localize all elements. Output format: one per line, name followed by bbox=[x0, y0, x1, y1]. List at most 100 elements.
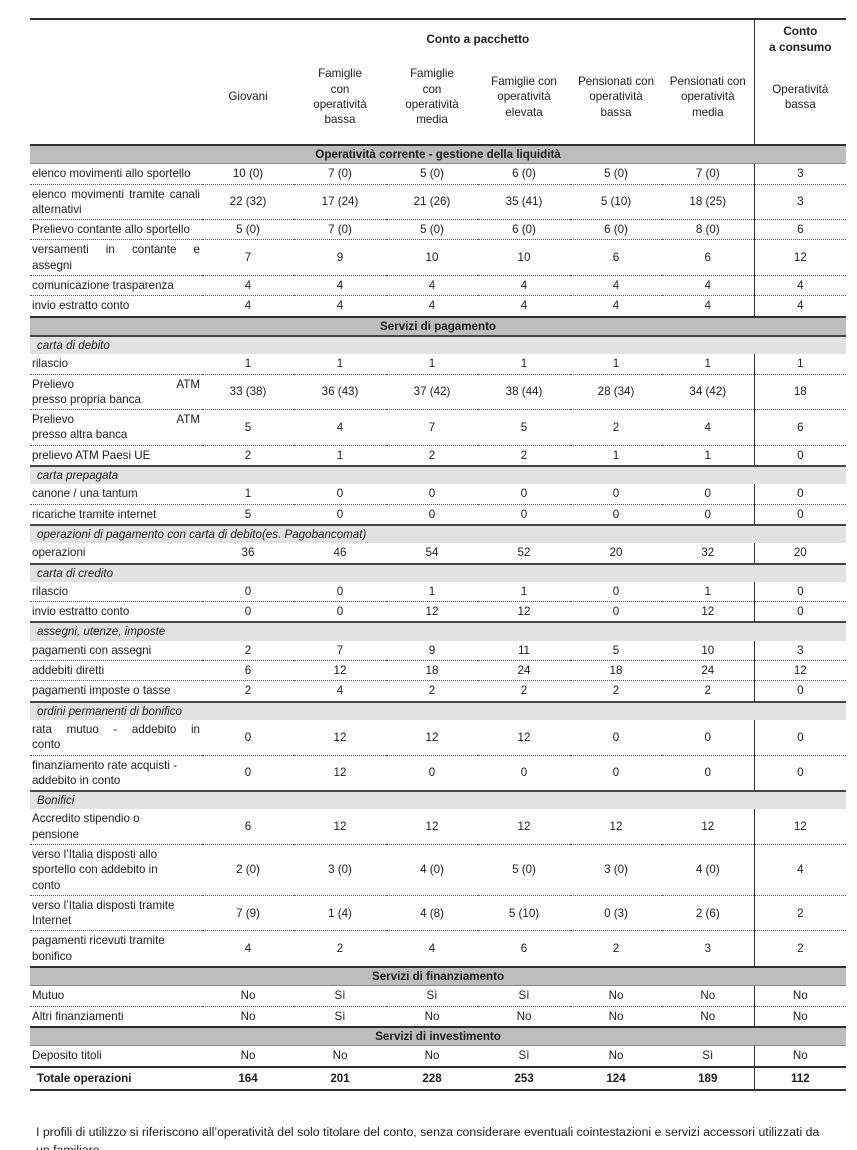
cell-value: 6 bbox=[478, 930, 570, 968]
row-label: addebiti diretti bbox=[30, 660, 202, 682]
cell-value: 0 bbox=[753, 445, 847, 467]
cell-value: 3 (0) bbox=[294, 844, 386, 896]
cell-value: 4 bbox=[386, 275, 478, 297]
cell-value: 124 bbox=[570, 1065, 662, 1091]
cell-value: 6 (0) bbox=[478, 163, 570, 185]
cell-value: 12 bbox=[753, 239, 847, 277]
column-header: Pensionati con operatività media bbox=[669, 75, 746, 119]
cell-value: 4 bbox=[662, 409, 755, 446]
cell-value: 6 bbox=[570, 239, 662, 277]
cell-value: 0 bbox=[386, 504, 478, 526]
subsection-header: carta di credito bbox=[30, 562, 847, 582]
cell-value: 4 (0) bbox=[662, 844, 755, 896]
cell-value: 3 bbox=[753, 184, 847, 221]
cell-value: 1 (4) bbox=[294, 895, 386, 932]
table-row: comunicazione trasparenza 4 4 4 4 4 4 4 bbox=[30, 275, 847, 297]
cell-value: 4 (8) bbox=[386, 895, 478, 932]
cell-value: 1 bbox=[662, 445, 755, 467]
cell-value: 2 bbox=[386, 680, 478, 703]
row-label: elenco movimenti allo sportello bbox=[30, 163, 202, 185]
table-row: Prelievo ATM presso altra banca 5 4 7 5 2 4 6 bbox=[30, 409, 847, 446]
cell-value: 2 bbox=[202, 680, 294, 703]
cell-value: 20 bbox=[570, 543, 662, 565]
cell-value: 0 bbox=[662, 484, 755, 505]
cell-value: 12 bbox=[570, 809, 662, 845]
row-label: pagamenti imposte o tasse bbox=[30, 680, 202, 703]
cell-value: No bbox=[294, 1045, 386, 1068]
cell-value: 0 bbox=[478, 504, 570, 526]
cell-value: Sì bbox=[662, 1045, 755, 1068]
table-row: invio estratto conto 0 0 12 12 0 12 0 bbox=[30, 601, 847, 623]
cell-value: 20 bbox=[753, 543, 847, 565]
subsection-row: ordini permanenti di bonifico bbox=[30, 700, 847, 720]
row-label: pagamenti ricevuti tramite bonifico bbox=[30, 930, 202, 968]
cell-value: 1 bbox=[570, 354, 662, 375]
cell-value: 5 bbox=[202, 409, 294, 446]
cell-value: 1 bbox=[570, 445, 662, 467]
cell-value: 0 bbox=[753, 504, 847, 526]
cell-value: 12 bbox=[386, 719, 478, 756]
cell-value: 0 bbox=[753, 484, 847, 505]
cell-value: 1 bbox=[386, 354, 478, 375]
column-header: Famiglie con operatività bassa bbox=[313, 67, 367, 127]
section-header: Servizi di finanziamento bbox=[30, 966, 847, 987]
cell-value: No bbox=[202, 985, 294, 1007]
subsection-header: carta di debito bbox=[30, 334, 847, 355]
table-row: Deposito titoli No No No Sì No Sì No bbox=[30, 1045, 847, 1068]
cell-value: No bbox=[662, 1006, 755, 1028]
cell-value: 5 bbox=[478, 409, 570, 446]
cell-value: 4 bbox=[478, 275, 570, 297]
row-label: prelievo ATM Paesi UE bbox=[30, 445, 202, 467]
row-label: Deposito titoli bbox=[30, 1045, 202, 1068]
cell-value: 4 bbox=[753, 844, 847, 896]
cell-value: 0 bbox=[478, 484, 570, 505]
cell-value: 4 bbox=[202, 295, 294, 318]
cell-value: 0 bbox=[570, 601, 662, 623]
cell-value: 34 (42) bbox=[662, 374, 755, 411]
cell-value: 0 bbox=[753, 719, 847, 756]
cell-value: 2 bbox=[570, 409, 662, 446]
table-row: addebiti diretti 6 12 18 24 18 24 12 bbox=[30, 660, 847, 682]
cell-value: 7 (0) bbox=[294, 163, 386, 185]
cell-value: 6 bbox=[662, 239, 755, 277]
row-label: rata mutuo - addebito in conto bbox=[30, 719, 202, 756]
subsection-row: Bonifici bbox=[30, 790, 847, 810]
cell-value: 5 (0) bbox=[386, 219, 478, 241]
cell-value: 6 bbox=[753, 409, 847, 446]
cell-value: 4 (0) bbox=[386, 844, 478, 896]
cell-value: 3 bbox=[753, 163, 847, 185]
table-row: pagamenti imposte o tasse 2 4 2 2 2 2 0 bbox=[30, 680, 847, 703]
subsection-header: assegni, utenze, imposte bbox=[30, 621, 847, 641]
cell-value: 5 (10) bbox=[478, 895, 570, 932]
cell-value: 6 bbox=[753, 219, 847, 241]
cell-value: 5 bbox=[202, 504, 294, 526]
cell-value: No bbox=[662, 985, 755, 1007]
column-header: Famiglie con operatività elevata bbox=[491, 75, 557, 119]
cell-value: 4 bbox=[294, 275, 386, 297]
cell-value: 0 bbox=[294, 484, 386, 505]
cell-value: 0 bbox=[294, 504, 386, 526]
cell-value: 12 bbox=[294, 809, 386, 845]
cell-value: No bbox=[570, 985, 662, 1007]
footnote-1: I profili di utilizzo si riferiscono all… bbox=[36, 1124, 820, 1150]
row-label: invio estratto conto bbox=[30, 295, 202, 318]
cell-value: 12 bbox=[478, 809, 570, 845]
subsection-row: carta prepagata bbox=[30, 465, 847, 485]
cell-value: No bbox=[570, 1045, 662, 1068]
cell-value: 52 bbox=[478, 543, 570, 565]
cell-value: 0 bbox=[202, 581, 294, 603]
cell-value: 2 bbox=[202, 640, 294, 662]
cell-value: 6 bbox=[202, 660, 294, 682]
table-row: prelievo ATM Paesi UE 2 1 2 2 1 1 0 bbox=[30, 445, 847, 467]
cell-value: 32 bbox=[662, 543, 755, 565]
cell-value: 0 (3) bbox=[570, 895, 662, 932]
profili-utilizzo-table: Conto a pacchetto Conto a consumo Giovan… bbox=[30, 18, 847, 1091]
cell-value: 46 bbox=[294, 543, 386, 565]
cell-value: 18 bbox=[386, 660, 478, 682]
table-row: elenco movimenti tramite canali alternat… bbox=[30, 184, 847, 221]
row-label: rilascio bbox=[30, 581, 202, 603]
cell-value: 10 bbox=[478, 239, 570, 277]
subsection-header: operazioni di pagamento con carta di deb… bbox=[30, 523, 847, 544]
cell-value: 253 bbox=[478, 1065, 570, 1091]
